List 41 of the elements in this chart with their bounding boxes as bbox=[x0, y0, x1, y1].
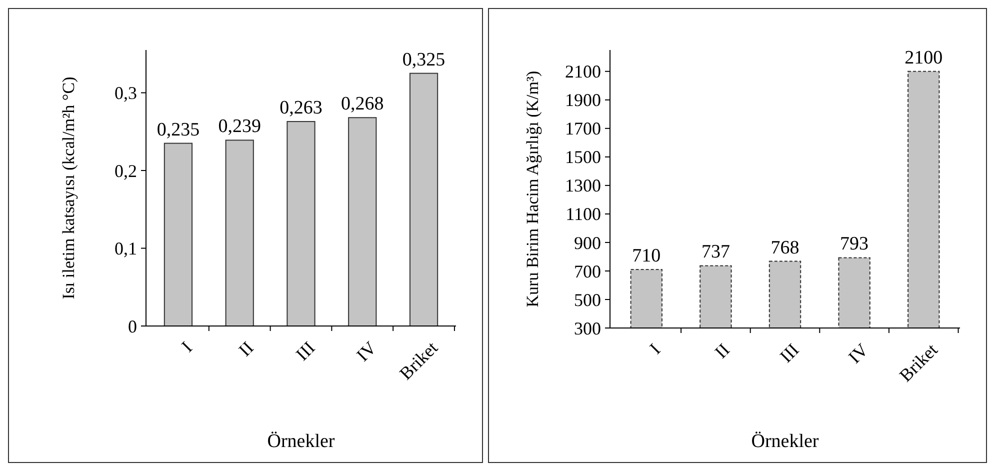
x-tick-label: I bbox=[178, 338, 196, 356]
bar bbox=[286, 121, 316, 326]
data-label: 0,235 bbox=[156, 119, 200, 140]
x-tick-label: I bbox=[646, 340, 664, 358]
x-tick-label: IV bbox=[844, 340, 872, 368]
y-axis-title: Kuru Birim Hacim Ağırlığı (K/m³) bbox=[523, 70, 542, 308]
data-label: 710 bbox=[632, 246, 661, 267]
data-label: 0,239 bbox=[218, 116, 261, 138]
x-tick-label: II bbox=[234, 338, 258, 360]
y-tick-label: 2100 bbox=[565, 62, 601, 82]
data-label: 2100 bbox=[904, 47, 943, 68]
y-axis-title: Isı iletim katsayısı (kcal/m²h °C) bbox=[59, 76, 78, 300]
bar bbox=[225, 140, 254, 326]
x-tick-label: IV bbox=[352, 338, 380, 366]
y-tick-label: 700 bbox=[574, 261, 601, 282]
y-tick-label: 900 bbox=[574, 232, 601, 253]
y-tick-label: 0,3 bbox=[114, 83, 137, 104]
x-tick-label: III bbox=[776, 340, 803, 366]
x-tick-label: III bbox=[292, 338, 319, 364]
x-axis-title: Örnekler bbox=[751, 431, 820, 452]
data-label: 793 bbox=[840, 234, 869, 255]
x-axis-title: Örnekler bbox=[267, 431, 336, 452]
bar bbox=[164, 142, 193, 326]
y-tick-label: 300 bbox=[574, 318, 601, 338]
data-label: 0,325 bbox=[402, 49, 446, 70]
y-tick-label: 1500 bbox=[565, 147, 601, 168]
data-label: 0,268 bbox=[341, 94, 384, 115]
y-tick-label: 1100 bbox=[566, 204, 601, 224]
data-label: 768 bbox=[770, 237, 800, 258]
data-label: 737 bbox=[701, 242, 730, 263]
data-label: 0,263 bbox=[280, 98, 322, 119]
y-tick-label: 0,2 bbox=[114, 160, 137, 181]
x-tick-label: II bbox=[710, 340, 734, 362]
y-tick-label: 1900 bbox=[565, 90, 601, 110]
bar bbox=[348, 117, 377, 326]
bar bbox=[409, 72, 438, 326]
y-tick-label: 500 bbox=[574, 290, 601, 310]
y-tick-label: 0 bbox=[128, 316, 137, 336]
y-tick-label: 0,1 bbox=[114, 238, 137, 259]
y-tick-label: 1700 bbox=[565, 118, 601, 139]
y-tick-label: 1300 bbox=[565, 176, 601, 196]
